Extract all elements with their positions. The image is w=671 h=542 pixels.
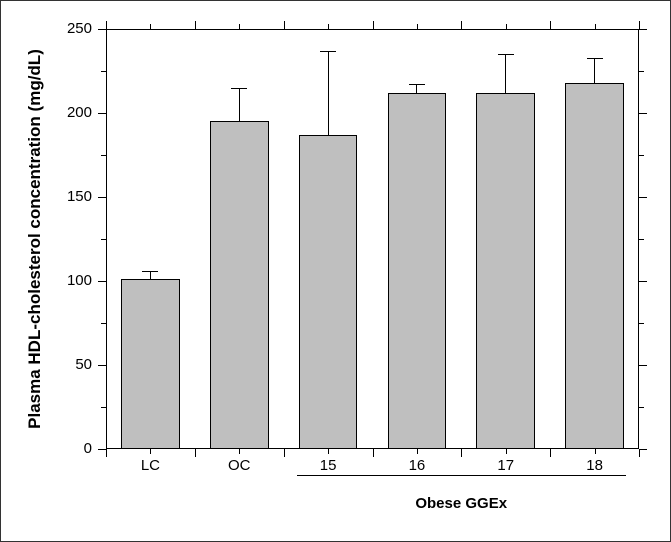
y-tick xyxy=(98,365,106,366)
y-tick xyxy=(639,29,647,30)
x-tick-label: 16 xyxy=(377,457,457,474)
x-minor-tick xyxy=(150,24,151,29)
x-tick xyxy=(195,449,196,457)
group-bracket xyxy=(297,475,626,476)
y-tick xyxy=(639,281,647,282)
x-minor-tick xyxy=(417,449,418,454)
x-tick xyxy=(550,449,551,457)
x-tick-label: 15 xyxy=(288,457,368,474)
y-tick xyxy=(639,449,647,450)
error-cap xyxy=(231,88,247,89)
error-bar xyxy=(505,54,506,93)
x-minor-tick xyxy=(328,449,329,454)
y-minor-tick xyxy=(101,155,106,156)
bar xyxy=(299,135,358,449)
y-minor-tick xyxy=(101,71,106,72)
error-bar xyxy=(328,51,329,135)
chart-frame: 0 50 100 150 200 250 LC OC 15 16 17 18 Plasma HDL-c… xyxy=(0,0,671,542)
y-minor-tick xyxy=(639,323,644,324)
y-tick-label: 100 xyxy=(1,272,92,289)
error-cap xyxy=(320,51,336,52)
y-tick xyxy=(98,449,106,450)
y-minor-tick xyxy=(101,239,106,240)
y-tick-label: 50 xyxy=(1,356,92,373)
plot-area xyxy=(106,29,639,449)
error-bar xyxy=(150,271,151,279)
y-minor-tick xyxy=(639,71,644,72)
group-label: Obese GGEx xyxy=(415,495,507,512)
x-minor-tick xyxy=(328,24,329,29)
x-tick-label: LC xyxy=(110,457,190,474)
x-tick xyxy=(106,449,107,457)
bar xyxy=(210,121,269,449)
error-cap xyxy=(409,84,425,85)
y-tick-label: 250 xyxy=(1,20,92,37)
y-tick xyxy=(98,281,106,282)
error-cap xyxy=(142,271,158,272)
x-tick xyxy=(639,21,640,29)
error-cap xyxy=(587,58,603,59)
y-tick-label: 200 xyxy=(1,104,92,121)
y-minor-tick xyxy=(639,155,644,156)
bar xyxy=(388,93,447,449)
error-bar xyxy=(594,58,595,83)
bar xyxy=(121,279,180,449)
x-tick xyxy=(550,21,551,29)
y-tick xyxy=(98,113,106,114)
x-minor-tick xyxy=(506,449,507,454)
x-tick xyxy=(284,449,285,457)
x-minor-tick xyxy=(239,24,240,29)
x-tick-label: 17 xyxy=(466,457,546,474)
y-tick xyxy=(98,29,106,30)
error-cap xyxy=(498,54,514,55)
x-tick xyxy=(106,21,107,29)
x-tick-label: OC xyxy=(199,457,279,474)
x-tick xyxy=(639,449,640,457)
y-minor-tick xyxy=(639,239,644,240)
y-tick xyxy=(639,365,647,366)
y-minor-tick xyxy=(639,407,644,408)
y-tick xyxy=(639,197,647,198)
y-tick-label: 0 xyxy=(1,440,92,457)
x-tick-label: 18 xyxy=(555,457,635,474)
y-axis-label: Plasma HDL-cholesterol concentration (mg… xyxy=(25,49,45,429)
x-tick xyxy=(461,449,462,457)
x-minor-tick xyxy=(506,24,507,29)
bar xyxy=(476,93,535,449)
bar xyxy=(565,83,624,449)
x-minor-tick xyxy=(150,449,151,454)
x-minor-tick xyxy=(239,449,240,454)
x-tick xyxy=(373,21,374,29)
x-minor-tick xyxy=(595,24,596,29)
x-tick xyxy=(461,21,462,29)
y-tick xyxy=(639,113,647,114)
y-tick xyxy=(98,197,106,198)
x-minor-tick xyxy=(417,24,418,29)
x-tick xyxy=(195,21,196,29)
x-tick xyxy=(373,449,374,457)
error-bar xyxy=(416,84,417,92)
x-tick xyxy=(284,21,285,29)
y-minor-tick xyxy=(101,407,106,408)
error-bar xyxy=(239,88,240,122)
y-minor-tick xyxy=(101,323,106,324)
x-minor-tick xyxy=(595,449,596,454)
y-tick-label: 150 xyxy=(1,188,92,205)
